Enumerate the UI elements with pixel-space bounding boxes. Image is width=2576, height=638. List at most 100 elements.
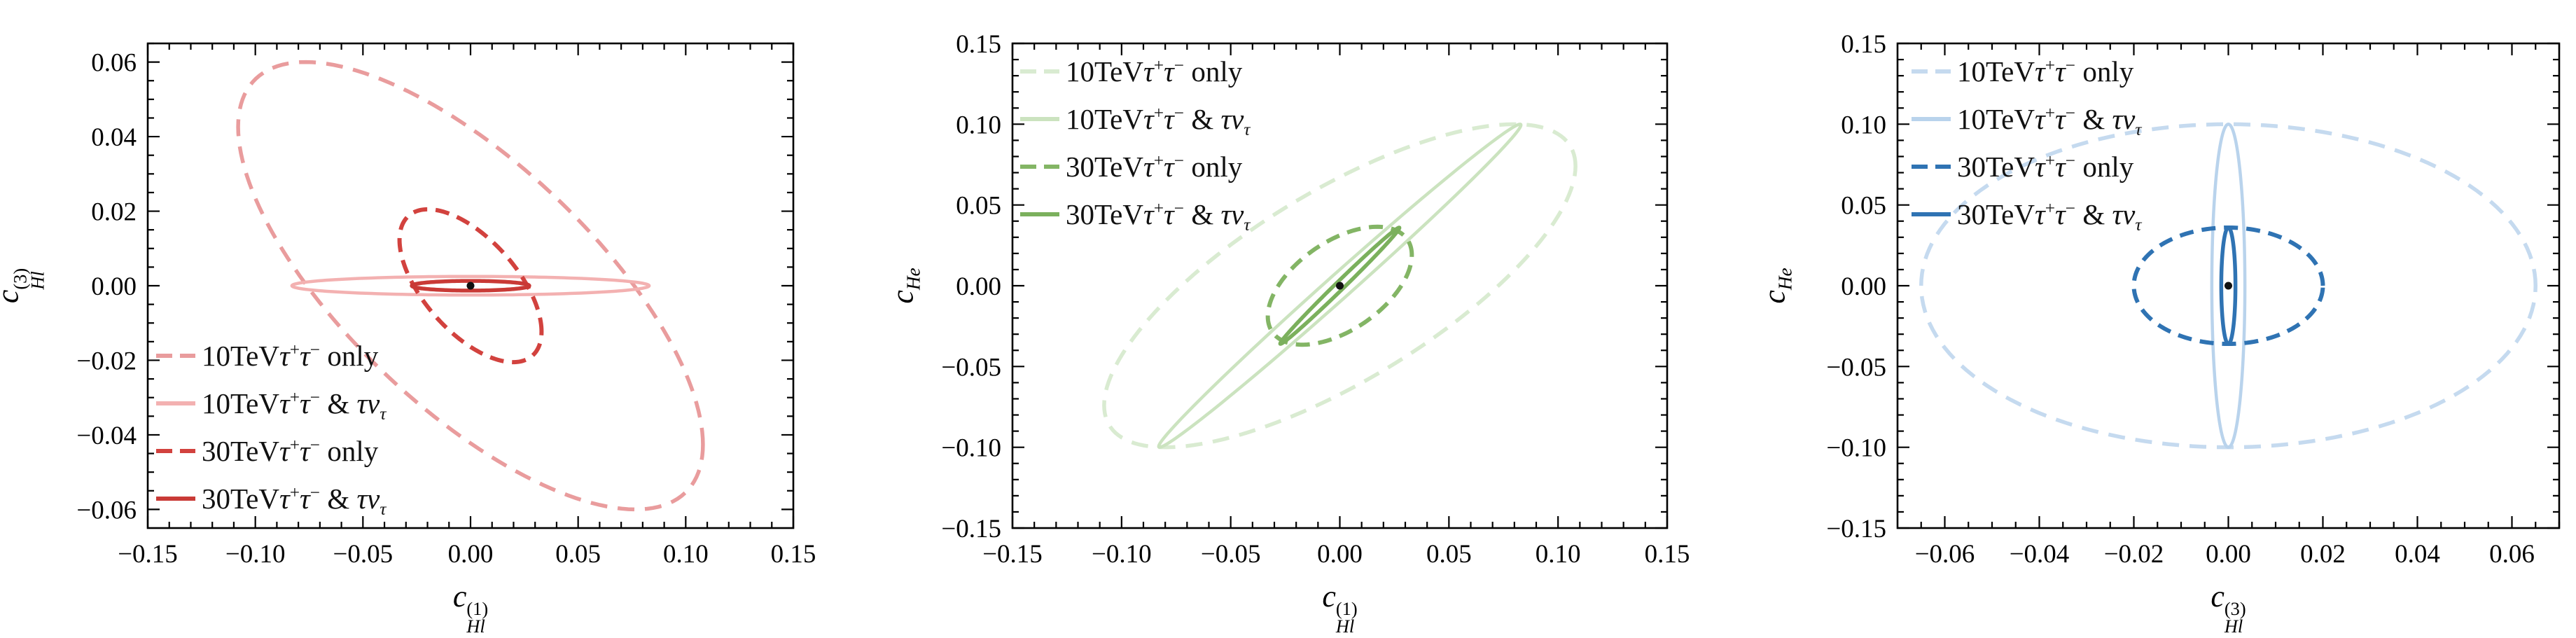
legend-line-swatch	[1912, 212, 1951, 216]
legend-entry: 30TeVτ+τ− only	[1911, 146, 2133, 188]
y-axis-label: cHe	[885, 268, 924, 304]
legend-line-swatch	[1020, 117, 1059, 121]
ellipse-10tev-tau-tau-only	[236, 60, 705, 512]
ellipse-10tev-tau-tau-taunu	[290, 275, 651, 297]
legend-line-swatch	[1912, 69, 1951, 74]
legend-label: 30TeVτ+τ− & τντ	[1066, 198, 1251, 235]
ellipse-30tev-tau-tau-only	[2131, 225, 2325, 347]
y-tick-label: 0.02	[91, 198, 137, 227]
legend-label: 10TeVτ+τ− & τντ	[1066, 103, 1251, 140]
legend-label: 30TeVτ+τ− only	[202, 435, 379, 467]
x-tick-label: −0.10	[225, 540, 286, 569]
x-tick-label: −0.06	[1915, 540, 1975, 569]
panel-chl3-che: −0.06 −0.04 −0.02 0.00 0.02 0.04 0.06 −0.15 −0.1…	[1718, 0, 2576, 638]
ellipse-10tev-tau-tau-only	[1102, 122, 1578, 450]
legend-label: 10TeVτ+τ− only	[1957, 55, 2134, 88]
y-tick-label: −0.02	[76, 347, 137, 375]
x-tick-label: −0.05	[333, 540, 394, 569]
legend-entry: 10TeVτ+τ− & τντ	[1019, 98, 1250, 140]
ellipse-30tev-tau-tau-taunu	[2219, 226, 2238, 346]
y-tick-label: −0.10	[1826, 434, 1886, 463]
ellipse-10tev-tau-tau-taunu	[1157, 123, 1523, 449]
y-tick-label: 0.15	[1841, 30, 1886, 59]
y-tick-label: −0.15	[1826, 515, 1886, 543]
legend-label: 10TeVτ+τ− & τντ	[1957, 103, 2142, 140]
legend-entry: 10TeVτ+τ− only	[155, 335, 378, 377]
y-tick-label: −0.05	[1826, 353, 1886, 382]
y-tick-label: −0.15	[941, 515, 1001, 543]
ellipse-30tev-tau-tau-only	[1265, 224, 1414, 347]
ellipse-30tev-tau-tau-taunu	[1278, 226, 1402, 346]
y-tick-label: 0.05	[956, 192, 1001, 221]
legend-line-swatch	[1912, 117, 1951, 121]
legend-label: 30TeVτ+τ− & τντ	[1957, 198, 2142, 235]
legend-line-swatch	[1020, 165, 1059, 169]
plot-area-2: −0.06 −0.04 −0.02 0.00 0.02 0.04 0.06 −0.15 −0.1…	[1826, 30, 2561, 569]
x-tick-label: 0.00	[448, 540, 494, 569]
x-tick-label: −0.05	[1201, 540, 1261, 569]
ellipse-10tev-tau-tau-taunu	[2210, 123, 2247, 449]
x-tick-label: 0.04	[2395, 540, 2440, 569]
legend-label: 30TeVτ+τ− & τντ	[202, 483, 387, 520]
x-tick-label: 0.15	[771, 540, 816, 569]
y-tick-label: −0.10	[941, 434, 1001, 463]
legend-label: 10TeVτ+τ− only	[1066, 55, 1243, 88]
x-tick-label: 0.02	[2300, 540, 2346, 569]
y-tick-label: 0.06	[91, 49, 137, 78]
x-axis-label: c (3) Hl	[2211, 579, 2246, 637]
panel-chl1-chl3: −0.15 −0.10 −0.05 0.00 0.05 0.10 0.15 −0.06 −0.0…	[0, 0, 858, 638]
x-tick-label: 0.10	[663, 540, 709, 569]
x-tick-label: −0.15	[118, 540, 178, 569]
panel-chl1-che: −0.15 −0.10 −0.05 0.00 0.05 0.10 0.15 −0.15 −0.1…	[858, 0, 1718, 638]
y-tick-label: 0.00	[91, 272, 137, 301]
y-tick-label: −0.04	[76, 422, 137, 450]
y-tick-label: 0.04	[91, 123, 137, 152]
y-tick-label: −0.06	[76, 496, 137, 525]
best-fit-point	[1336, 282, 1344, 290]
legend-line-swatch	[156, 401, 195, 405]
x-axis-label: c (1) Hl	[1322, 579, 1358, 637]
legend-entry: 10TeVτ+τ− & τντ	[1911, 98, 2141, 140]
y-tick-label: 0.05	[1841, 192, 1886, 221]
legend-entry: 10TeVτ+τ− & τντ	[155, 382, 386, 424]
legend-line-swatch	[1020, 212, 1059, 216]
x-tick-label: 0.05	[1426, 540, 1472, 569]
ellipse-30tev-tau-tau-taunu	[410, 279, 531, 293]
x-tick-label: −0.15	[982, 540, 1043, 569]
legend-entry: 30TeVτ+τ− & τντ	[1911, 193, 2141, 235]
y-tick-label: 0.10	[956, 111, 1001, 139]
y-tick-label: 0.15	[956, 30, 1001, 59]
legend-entry: 30TeVτ+τ− & τντ	[1019, 193, 1250, 235]
y-axis-label: c(3)Hl	[0, 268, 48, 303]
legend-line-swatch	[156, 497, 195, 501]
ellipse-30tev-tau-tau-only	[397, 207, 544, 365]
x-tick-label: 0.05	[555, 540, 601, 569]
y-tick-label: 0.00	[1841, 272, 1886, 301]
legend-entry: 10TeVτ+τ− only	[1019, 50, 1242, 92]
legend-entry: 30TeVτ+τ− only	[1019, 146, 1242, 188]
legend-line-swatch	[1020, 69, 1059, 74]
plot-area-0: −0.15 −0.10 −0.05 0.00 0.05 0.10 0.15 −0.06 −0.0…	[76, 42, 816, 569]
y-tick-label: −0.05	[941, 353, 1001, 382]
legend-label: 10TeVτ+τ− & τντ	[202, 387, 387, 424]
legend-line-swatch	[156, 354, 195, 358]
x-tick-label: 0.00	[2206, 540, 2251, 569]
y-axis-label: cHe	[1757, 268, 1796, 304]
ellipse-10tev-tau-tau-only	[1919, 122, 2538, 450]
x-tick-label: 0.00	[1317, 540, 1363, 569]
x-tick-label: 0.10	[1536, 540, 1581, 569]
best-fit-point	[2225, 282, 2232, 290]
legend-entry: 10TeVτ+τ− only	[1911, 50, 2133, 92]
x-tick-label: −0.10	[1092, 540, 1152, 569]
legend-entry: 30TeVτ+τ− & τντ	[155, 478, 386, 520]
y-tick-label: 0.00	[956, 272, 1001, 301]
legend-line-swatch	[156, 449, 195, 453]
legend-entry: 30TeVτ+τ− only	[155, 430, 378, 472]
y-tick-label: 0.10	[1841, 111, 1886, 139]
legend-line-swatch	[1912, 165, 1951, 169]
x-tick-label: −0.02	[2104, 540, 2164, 569]
legend-label: 30TeVτ+τ− only	[1066, 151, 1243, 183]
x-tick-label: −0.04	[2010, 540, 2070, 569]
x-tick-label: 0.15	[1645, 540, 1690, 569]
